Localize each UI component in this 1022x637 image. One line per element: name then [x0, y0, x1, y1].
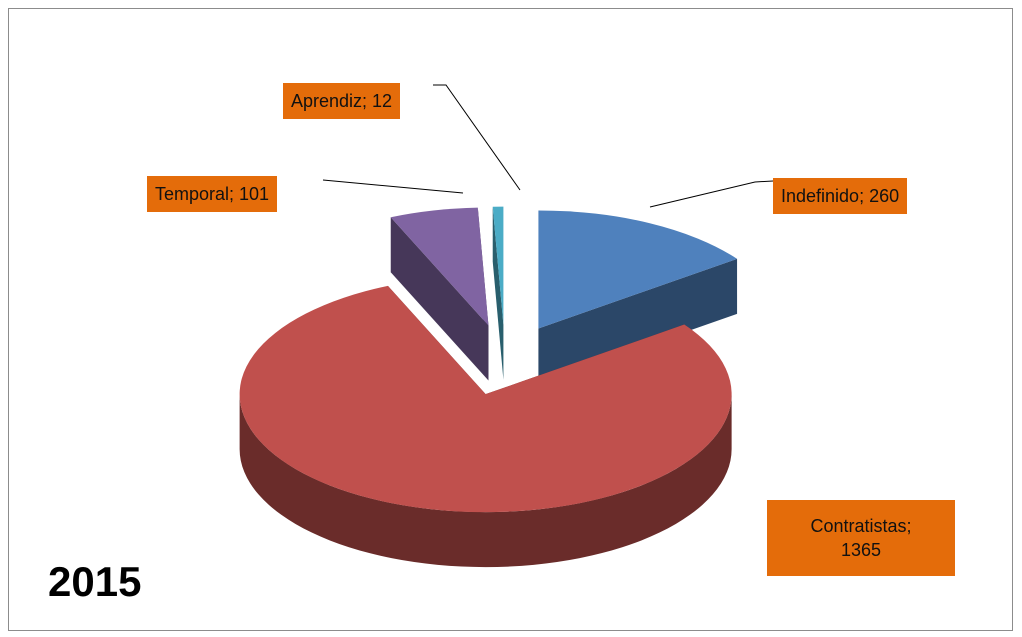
- slice-wall: [239, 394, 732, 568]
- pie-slice: [390, 207, 489, 326]
- chart-title: 2015: [48, 558, 142, 605]
- leader-line: [433, 84, 521, 191]
- chart-frame: [8, 8, 1013, 631]
- data-label: Aprendiz; 12: [283, 83, 401, 119]
- leader-line: [322, 179, 464, 194]
- slice-side: [390, 217, 489, 381]
- data-label: Contratistas; 1365: [767, 500, 955, 576]
- pie-slice: [239, 285, 732, 513]
- data-label: Temporal; 101: [147, 176, 278, 212]
- pie-slice: [538, 210, 738, 329]
- slice-side: [538, 258, 738, 384]
- pie-slice: [492, 206, 504, 325]
- data-label: Indefinido; 260: [773, 178, 908, 214]
- slice-side: [492, 206, 504, 380]
- leader-line: [649, 180, 774, 208]
